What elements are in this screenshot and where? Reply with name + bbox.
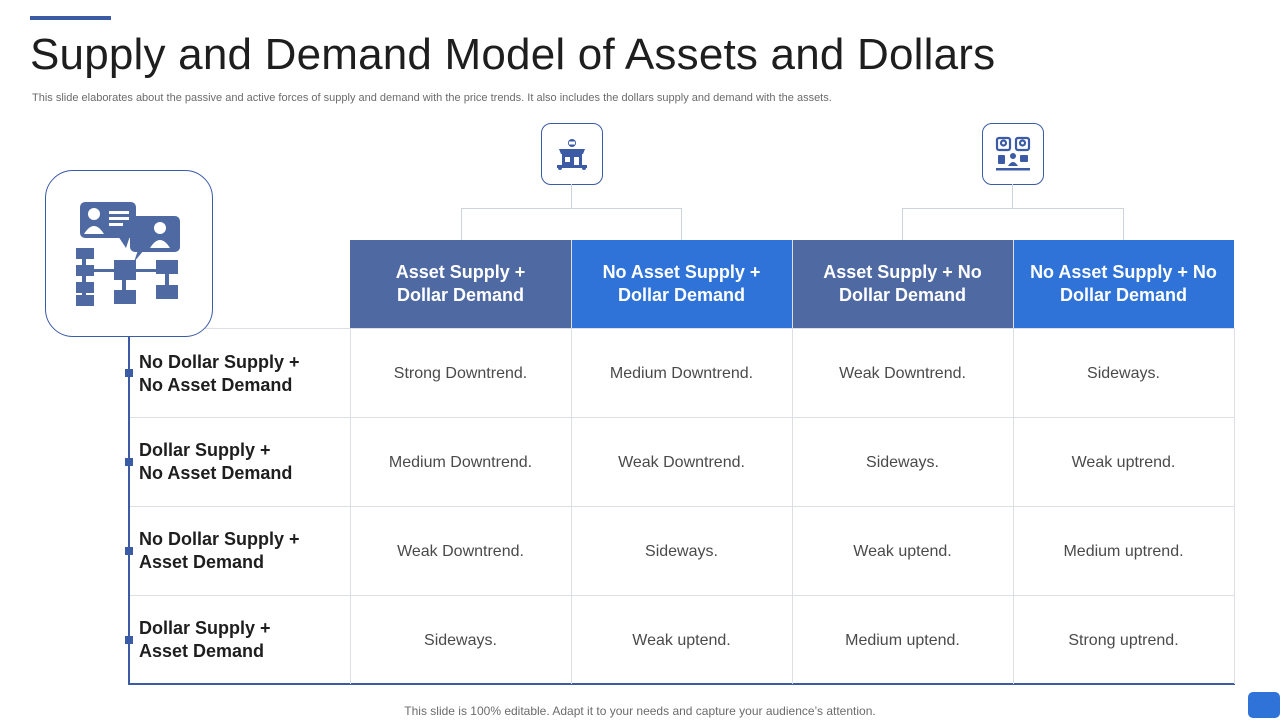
footer-note: This slide is 100% editable. Adapt it to… — [404, 704, 876, 718]
table-cell: Weak Downtrend. — [397, 542, 524, 560]
table-cell: Sideways. — [866, 453, 939, 471]
row-label: Dollar Supply + No Asset Demand — [139, 440, 293, 483]
table-cell: Sideways. — [424, 631, 497, 649]
table-cell: Medium uptrend. — [1063, 542, 1184, 560]
table-cell: Weak Downtrend. — [839, 364, 966, 382]
grid-line — [350, 328, 351, 684]
table-cell: Weak uptend. — [632, 631, 731, 649]
people-presentation-icon — [982, 123, 1044, 185]
grid-line — [130, 328, 1235, 329]
page-subtitle: This slide elaborates about the passive … — [32, 92, 832, 104]
table-cell: Weak uptend. — [853, 542, 952, 560]
group-connector-stem-right — [1012, 184, 1013, 208]
row-axis-line — [128, 337, 130, 685]
row-label: No Dollar Supply + Asset Demand — [139, 529, 300, 572]
title-accent-bar — [30, 16, 111, 20]
table-cell: Weak Downtrend. — [618, 453, 745, 471]
row-marker — [125, 636, 133, 644]
grid-line — [130, 595, 1235, 596]
grid-line — [792, 240, 793, 684]
row-marker — [125, 369, 133, 377]
grid-line — [571, 240, 572, 684]
people-chat-flowchart-icon — [45, 170, 213, 337]
grid-line — [1234, 328, 1235, 684]
table-cell: Sideways. — [645, 542, 718, 560]
page-title: Supply and Demand Model of Assets and Do… — [30, 30, 996, 79]
row-marker — [125, 547, 133, 555]
grid-line — [130, 417, 1235, 418]
table-cell: Medium Downtrend. — [609, 364, 754, 382]
row-label: No Dollar Supply + No Asset Demand — [139, 352, 300, 395]
table-cell: Weak uptrend. — [1071, 453, 1176, 471]
slide-corner-button[interactable] — [1248, 692, 1280, 718]
table-cell: Medium uptend. — [845, 631, 960, 649]
column-header: No Asset Supply + Dollar Demand — [571, 240, 792, 328]
table-cell: Sideways. — [1087, 364, 1160, 382]
group-connector-bracket-left — [461, 208, 682, 240]
table-cell: Medium Downtrend. — [388, 453, 533, 471]
row-marker — [125, 458, 133, 466]
column-header: No Asset Supply + No Dollar Demand — [1013, 240, 1234, 328]
market-shop-icon — [541, 123, 603, 185]
grid-line — [1013, 240, 1014, 684]
group-connector-bracket-right — [902, 208, 1124, 240]
grid-line — [130, 506, 1235, 507]
table-cell: Strong uptrend. — [1068, 631, 1179, 649]
column-header: Asset Supply + No Dollar Demand — [792, 240, 1013, 328]
row-label: Dollar Supply + Asset Demand — [139, 618, 271, 661]
table-cell: Strong Downtrend. — [393, 364, 528, 382]
column-header: Asset Supply + Dollar Demand — [350, 240, 571, 328]
group-connector-stem-left — [571, 184, 572, 208]
table-bottom-line — [128, 683, 1235, 685]
